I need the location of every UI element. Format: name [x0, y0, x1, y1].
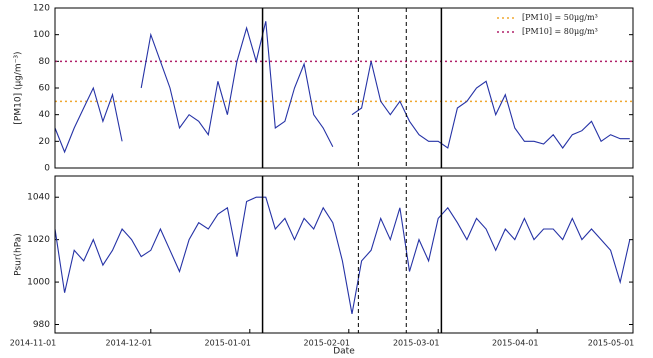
y-tick-label: 60 — [39, 84, 51, 94]
y-axis-label: [PM10] (μg/m⁻³) — [14, 51, 24, 124]
data-line — [54, 196, 631, 314]
y-axis-label: Psur(hPa) — [14, 233, 24, 276]
x-tick-label: 2015-02-01 — [304, 339, 351, 348]
x-tick-label: 2015-04-01 — [492, 339, 539, 348]
x-axis-label: Date — [333, 347, 355, 357]
x-tick-label: 2015-01-01 — [205, 339, 252, 348]
y-tick-label: 1000 — [27, 278, 50, 288]
y-tick-label: 0 — [44, 164, 50, 174]
y-tick-label: 40 — [39, 110, 51, 120]
y-tick-label: 120 — [33, 4, 50, 14]
y-tick-label: 20 — [39, 137, 51, 147]
y-tick-label: 100 — [33, 30, 50, 40]
y-tick-label: 1020 — [27, 235, 50, 245]
legend-label: [PM10] = 80μg/m³ — [522, 27, 598, 36]
data-line — [54, 21, 630, 154]
legend-label: [PM10] = 50μg/m³ — [522, 13, 598, 22]
plot-frame — [54, 7, 634, 169]
y-tick-label: 1040 — [27, 193, 50, 203]
x-tick-label: 2015-05-01 — [588, 339, 635, 348]
plot-frame — [54, 175, 634, 334]
x-tick-label: 2014-12-01 — [106, 339, 153, 348]
x-tick-label: 2014-11-01 — [10, 339, 57, 348]
y-tick-label: 980 — [33, 320, 50, 330]
y-tick-label: 80 — [39, 57, 51, 67]
x-tick-label: 2015-03-01 — [393, 339, 440, 348]
